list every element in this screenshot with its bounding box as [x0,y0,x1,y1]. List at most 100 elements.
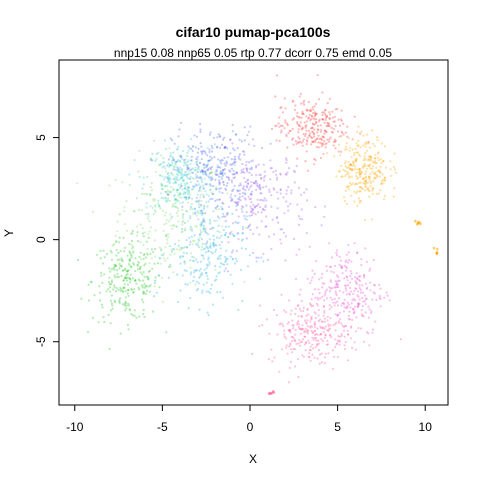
data-point [325,343,329,346]
data-point [209,155,212,158]
data-point [347,261,350,264]
data-point [134,279,137,282]
data-point [119,290,122,293]
data-point [195,200,198,203]
data-point [217,224,220,227]
data-point [237,184,241,187]
data-point [323,205,327,208]
data-point [255,174,258,177]
data-point [170,215,173,218]
data-point [112,288,115,291]
data-point [241,210,244,213]
data-point [181,208,184,212]
data-point [175,225,178,228]
data-point [152,197,155,201]
data-point [161,166,164,169]
data-point [176,178,179,181]
data-point [138,266,141,269]
data-point [278,323,281,326]
data-point [299,341,302,344]
data-point [242,188,245,191]
data-point [173,195,176,198]
data-point [268,188,271,191]
data-point [286,146,289,149]
data-point [221,159,224,162]
data-point [178,159,181,162]
data-point [265,199,268,202]
data-point [342,329,346,332]
data-point [333,138,336,141]
data-point [374,153,377,156]
data-point [195,135,198,138]
data-point [356,305,360,308]
data-point [163,223,166,226]
data-point [201,169,204,172]
data-point [305,322,308,325]
data-point [199,142,202,145]
data-point [197,165,200,169]
data-point [89,281,92,284]
data-point [192,185,195,188]
data-point [334,313,337,316]
data-point [320,338,323,341]
data-point [339,118,343,121]
data-point [364,282,367,285]
data-point [181,255,184,258]
data-point [351,318,354,321]
data-point [231,249,234,252]
data-point [172,158,175,161]
data-point [185,246,188,249]
data-point [180,182,183,186]
data-point [209,184,212,187]
data-point [199,212,202,215]
data-point [202,149,205,153]
data-point [205,173,208,177]
data-point [206,183,209,186]
data-point [196,170,199,174]
data-point [229,152,232,155]
data-point [125,279,128,282]
data-point [132,291,135,294]
data-point [188,243,191,246]
data-point [298,116,301,119]
data-point [209,220,212,223]
data-point [285,173,288,176]
data-point [174,197,177,200]
data-point [252,138,255,141]
data-point [304,132,307,135]
data-point [225,249,228,252]
data-point [167,162,170,165]
data-point [187,145,190,148]
data-point [215,173,218,176]
data-point [330,336,333,339]
data-point [253,182,256,185]
data-point [137,240,140,243]
data-point [269,167,272,170]
data-point [239,184,243,187]
data-point [154,247,157,251]
data-point [245,215,248,218]
data-point [289,360,292,364]
data-point [195,176,198,179]
data-point [124,269,127,272]
data-point [302,355,306,358]
data-point [206,205,209,208]
data-point [173,165,176,168]
data-point [334,329,337,332]
data-point [279,192,282,195]
data-point [190,159,193,162]
data-point [321,118,324,121]
data-point [182,179,185,182]
data-point [187,188,190,192]
data-point [253,206,256,209]
data-point [144,292,147,295]
data-point [123,302,126,305]
data-point [345,202,348,205]
data-point [372,180,375,183]
data-point [206,164,209,167]
data-point [293,108,296,111]
data-point [223,172,226,175]
data-point [185,182,188,186]
data-point [182,246,185,250]
